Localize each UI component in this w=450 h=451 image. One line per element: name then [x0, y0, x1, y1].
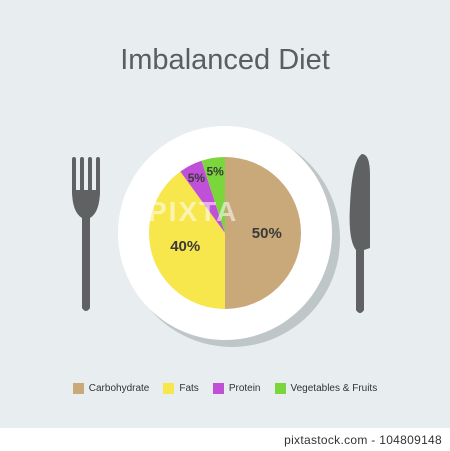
pie-label-fats: 40%	[170, 238, 200, 255]
credit-text: pixtastock.com - 104809148	[284, 433, 442, 447]
pie-slice-protein	[180, 160, 225, 233]
pie-label-protein: 5%	[188, 171, 206, 185]
legend-label: Fats	[179, 383, 199, 394]
pie-chart	[148, 157, 301, 309]
pie-slice-carbohydrate	[225, 157, 301, 309]
pie-label-carbohydrate: 50%	[252, 225, 282, 242]
legend-label: Carbohydrate	[88, 383, 150, 394]
legend-swatch	[72, 383, 84, 394]
chart-title: Imbalanced Diet	[120, 44, 330, 76]
legend-item-carbohydrate: Carbohydrate	[72, 383, 150, 394]
legend-item-vegetables-fruits: Vegetables & Fruits	[274, 383, 378, 394]
legend-item-fats: Fats	[163, 383, 199, 394]
pie-slice-fats	[148, 171, 225, 309]
pie-label-vegetables-fruits: 5%	[206, 165, 224, 179]
legend-swatch	[274, 383, 286, 394]
pie-labels: 50% 40% 5% 5%	[170, 165, 282, 255]
legend-label: Protein	[228, 383, 261, 394]
pie-slice-vegetables-fruits	[201, 157, 225, 233]
legend-label: Vegetables & Fruits	[290, 383, 378, 394]
watermark: PIXTA	[148, 196, 239, 227]
legend-swatch	[163, 383, 175, 394]
fork-icon	[72, 157, 100, 311]
legend-swatch	[212, 383, 224, 394]
legend: Carbohydrate Fats Protein Vegetables & Frui…	[0, 383, 450, 394]
legend-item-protein: Protein	[212, 383, 261, 394]
footer-bar: pixtastock.com - 104809148	[0, 428, 450, 451]
knife-icon	[349, 154, 370, 313]
